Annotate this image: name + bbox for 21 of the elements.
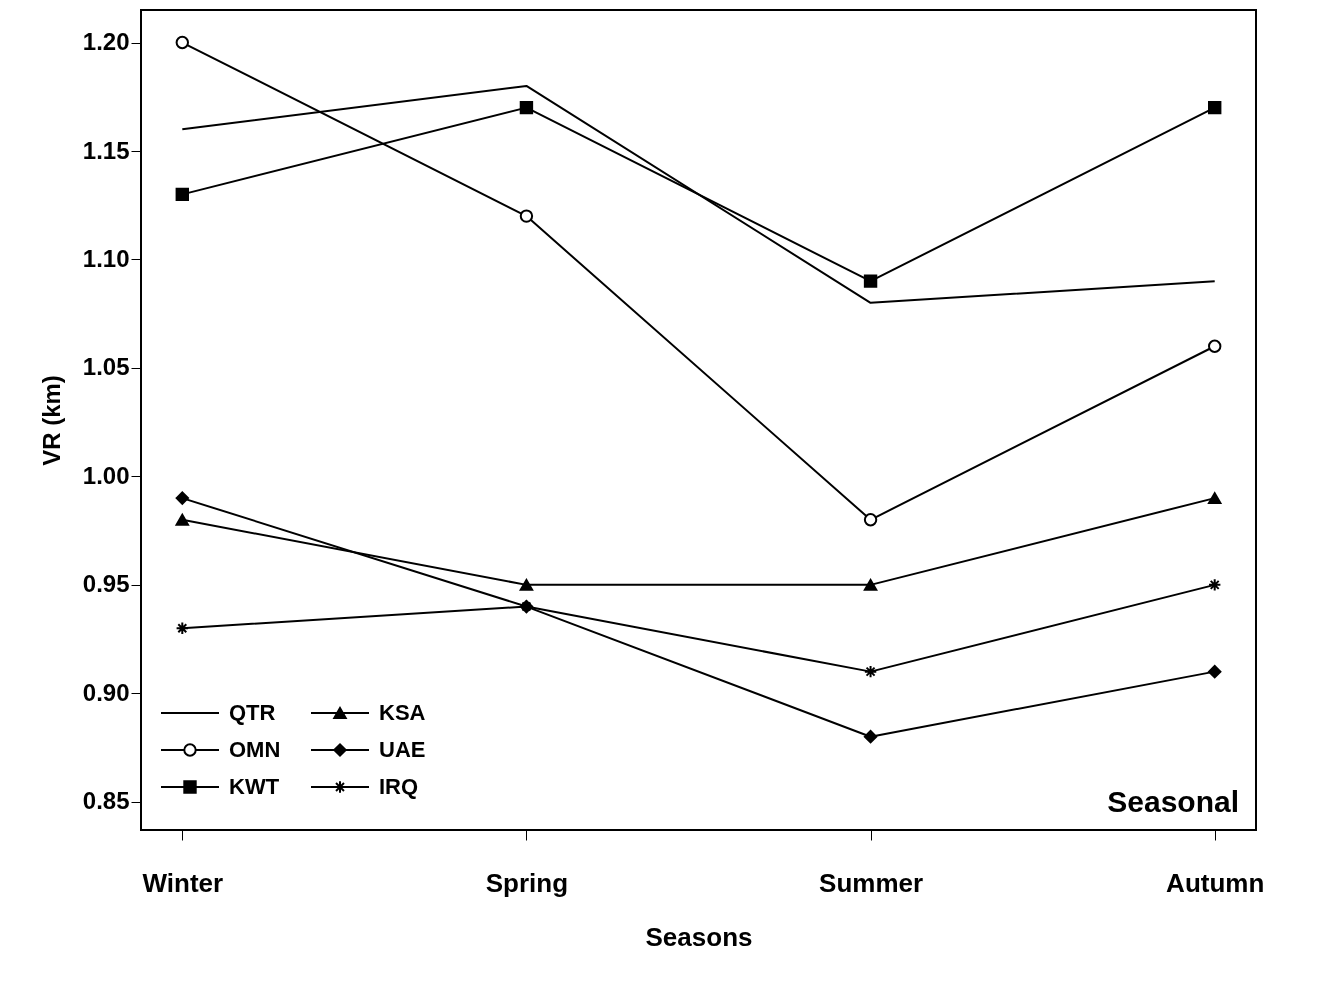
legend-label: KWT	[229, 774, 280, 799]
legend-label: QTR	[229, 700, 276, 725]
y-tick-label: 1.20	[82, 28, 130, 56]
y-tick-label: 0.90	[82, 678, 130, 706]
legend-label: IRQ	[379, 774, 419, 799]
y-tick-label: 1.10	[82, 244, 130, 272]
annotation: Seasonal	[1107, 785, 1239, 818]
x-tick-label: Autumn	[1166, 867, 1265, 898]
x-tick-label: Winter	[142, 867, 224, 898]
legend-label: OMN	[229, 737, 281, 762]
y-tick-label: 1.00	[82, 461, 130, 489]
legend-label: UAE	[379, 737, 426, 762]
x-tick-label: Summer	[819, 867, 924, 898]
y-tick-label: 0.95	[82, 570, 130, 598]
y-axis-title: VR (km)	[37, 375, 65, 466]
y-tick-label: 1.15	[82, 136, 130, 164]
y-tick-label: 1.05	[82, 353, 130, 381]
x-axis-title: Seasons	[645, 921, 753, 952]
x-tick-label: Spring	[485, 867, 569, 898]
y-tick-label: 0.85	[82, 787, 130, 815]
legend-label: KSA	[379, 700, 426, 725]
